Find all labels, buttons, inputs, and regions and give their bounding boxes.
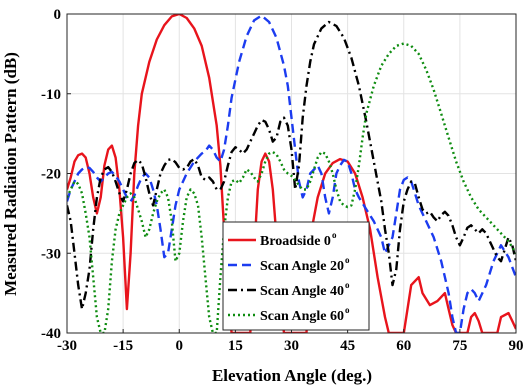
x-tick-label: 45 — [340, 338, 355, 354]
x-tick-label: 15 — [228, 338, 243, 354]
legend-superscript-2: o — [345, 280, 350, 290]
x-tick-label: 30 — [284, 338, 299, 354]
y-tick-label: -20 — [41, 167, 61, 183]
legend-superscript-3: o — [345, 305, 350, 315]
x-tick-labels: -30 -15 0 15 30 45 60 75 90 — [57, 338, 524, 354]
legend-label-0: Broadside 0 — [260, 234, 331, 249]
x-tick-label: -15 — [113, 338, 133, 354]
series-line-3 — [67, 42, 516, 333]
y-tick-labels: 0 -10 -20 -30 -40 — [41, 7, 61, 342]
series-line-0 — [67, 14, 516, 333]
x-tick-label: 0 — [176, 338, 184, 354]
legend-label-1: Scan Angle 20 — [260, 259, 344, 274]
legend-label-2: Scan Angle 40 — [260, 284, 344, 299]
series-line-1 — [67, 14, 516, 333]
series-line-2 — [67, 20, 516, 311]
legend-superscript-0: o — [332, 230, 337, 240]
x-tick-label: -30 — [57, 338, 77, 354]
series-lines — [67, 14, 516, 333]
x-tick-label: 75 — [452, 338, 467, 354]
x-axis-label: Elevation Angle (deg.) — [212, 366, 372, 385]
y-axis-label: Measured Radiation Pattern (dB) — [1, 52, 20, 296]
x-tick-label: 60 — [396, 338, 411, 354]
y-tick-label: -10 — [41, 87, 61, 103]
y-tick-label: 0 — [54, 7, 62, 23]
y-tick-label: -30 — [41, 246, 61, 262]
legend-superscript-1: o — [345, 255, 350, 265]
x-tick-label: 90 — [509, 338, 524, 354]
legend-label-3: Scan Angle 60 — [260, 309, 344, 324]
y-tick-label: -40 — [41, 326, 61, 342]
